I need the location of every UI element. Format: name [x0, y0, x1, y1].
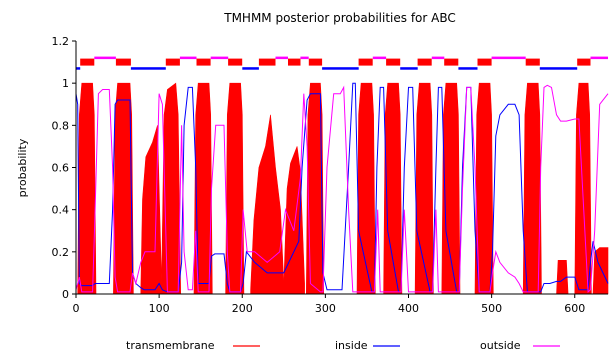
topology-bar-outside-4 [275, 56, 288, 60]
y-tick-label: 0.6 [52, 162, 70, 175]
legend-label-inside: inside [335, 339, 368, 352]
chart-title: TMHMM posterior probabilities for ABC [223, 11, 456, 25]
y-tick-label: 1 [62, 77, 69, 90]
topology-bar-outside-3 [210, 56, 229, 60]
topology-bar-transmembrane-15 [577, 58, 591, 66]
inside-line [75, 82, 609, 293]
transmembrane-area-8 [283, 146, 305, 295]
y-tick-label: 0.2 [52, 246, 70, 259]
x-tick-label: 200 [232, 302, 253, 315]
y-tick-label: 0.8 [52, 119, 70, 132]
topology-bar-transmembrane-4 [196, 58, 211, 66]
topology-bar-outside-2 [179, 56, 197, 60]
topology-bar-transmembrane-11 [417, 58, 432, 66]
topology-bar-transmembrane-14 [525, 58, 540, 66]
outside-line [75, 84, 609, 293]
topology-bar-inside-4 [322, 67, 359, 70]
y-axis-label: probability [16, 138, 29, 197]
topology-bar-outside-5 [300, 56, 309, 60]
transmembrane-area-10 [356, 82, 376, 295]
topology-bar-transmembrane-8 [308, 58, 323, 66]
topology-bar-outside-6 [372, 56, 387, 60]
topology-bar-transmembrane-5 [228, 58, 243, 66]
topology-bar-inside-1 [76, 67, 81, 70]
x-tick-label: 500 [481, 302, 502, 315]
topology-bar-outside-9 [590, 56, 608, 60]
topology-bar-outside-8 [491, 56, 526, 60]
transmembrane-area-7 [250, 114, 285, 295]
topology-bar-transmembrane-13 [477, 58, 492, 66]
transmembrane-area-18 [592, 247, 609, 295]
topology-bar-transmembrane-6 [258, 58, 276, 66]
y-tick-label: 0.4 [52, 204, 70, 217]
topology-bar-transmembrane-2 [115, 58, 131, 66]
topology-bar-transmembrane-10 [386, 58, 401, 66]
topology-bar-transmembrane-9 [358, 58, 373, 66]
axes: 0 0.2 0.4 0.6 0.8 1 1.2 0 100 200 300 400 500 600 [52, 35, 608, 315]
topology-bar-inside-7 [539, 67, 578, 70]
topology-bar-inside-6 [458, 67, 478, 70]
legend-label-outside: outside [480, 339, 521, 352]
x-tick-label: 0 [73, 302, 80, 315]
x-tick-label: 100 [149, 302, 170, 315]
x-tick-label: 400 [398, 302, 419, 315]
topology-bar-inside-5 [400, 67, 418, 70]
topology-bar-transmembrane-7 [288, 58, 301, 66]
transmembrane-area-12 [414, 82, 434, 295]
topology-bar-transmembrane-1 [80, 58, 95, 66]
topology-bar-transmembrane-12 [444, 58, 459, 66]
y-tick-label: 0 [62, 288, 69, 301]
legend-label-transmembrane: transmembrane [126, 339, 215, 352]
topology-bar-outside-1 [94, 56, 116, 60]
x-tick-label: 300 [315, 302, 336, 315]
topology-bar-inside-3 [242, 67, 259, 70]
topology-bar-transmembrane-3 [165, 58, 180, 66]
topology-bar-outside-7 [431, 56, 445, 60]
topology-bar-inside-2 [130, 67, 166, 70]
x-tick-label: 600 [564, 302, 585, 315]
transmembrane-area-3 [140, 125, 162, 295]
plot-area [75, 56, 609, 295]
y-tick-label: 1.2 [52, 35, 70, 48]
legend: transmembrane inside outside [126, 339, 560, 352]
